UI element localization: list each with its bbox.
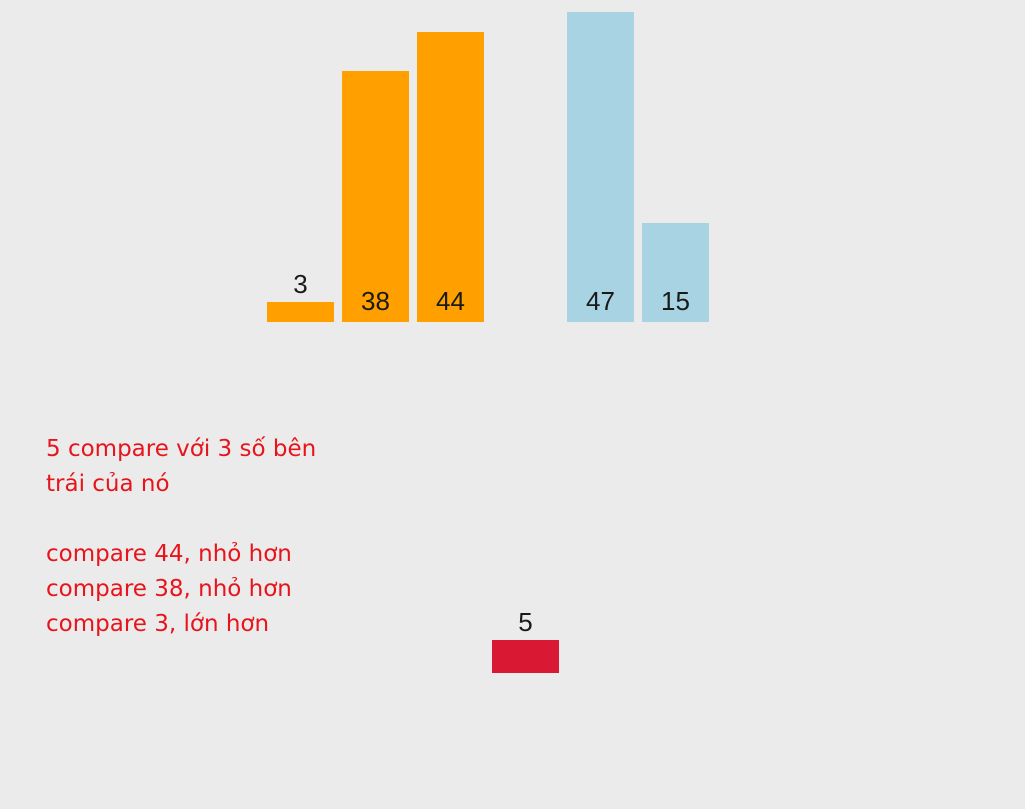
- note-line: compare 3, lớn hơn: [46, 611, 270, 637]
- explanation-notes: 5 compare với 3 số bên trái của nó compa…: [46, 432, 316, 642]
- current-element-value-label: 5: [518, 607, 533, 637]
- current-element-bar: [492, 640, 559, 673]
- array-item-bar: [267, 302, 334, 322]
- note-line: trái của nó: [46, 471, 170, 497]
- note-line: compare 38, nhỏ hơn: [46, 576, 292, 602]
- array-item-value-label: 15: [661, 286, 690, 316]
- array-item-value-label: 38: [361, 286, 390, 316]
- array-item-bar: [342, 71, 409, 322]
- array-item-value-label: 47: [586, 286, 615, 316]
- array-item-bar: [642, 223, 709, 322]
- array-item-value-label: 44: [436, 286, 465, 316]
- note-line: compare 44, nhỏ hơn: [46, 541, 292, 567]
- note-line: [46, 502, 316, 537]
- note-line: 5 compare với 3 số bên: [46, 436, 317, 462]
- array-item-bar: [567, 12, 634, 322]
- array-item-value-label: 3: [293, 269, 308, 299]
- array-item-bar: [417, 32, 484, 322]
